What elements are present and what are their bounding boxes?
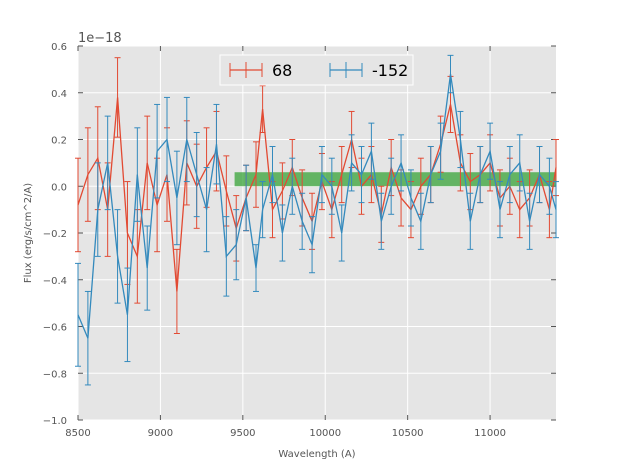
y-tick-label: −0.6 [43,323,67,334]
y-tick-label: −0.2 [43,229,67,240]
grid-lines [77,45,556,421]
y-axis-label: Flux (erg/s/cm^2/A) [23,183,34,283]
legend-label: -152 [372,61,408,80]
series-line [77,97,557,292]
legend: 68 -152 [219,54,414,86]
series-1 [75,54,559,386]
y-tick-label: −0.4 [43,276,67,287]
x-tick-label: 10500 [392,428,424,439]
x-tick-label: 8500 [65,428,90,439]
axis-ticks: 8500 9000 9500 10000 10500 11000 −1.0 −0.8 −0.6 −… [43,42,556,439]
x-axis-label: Wavelength (A) [278,449,355,460]
y-tick-label: 0.0 [51,182,67,193]
legend-label: 68 [272,61,292,80]
series-line [77,74,557,339]
y-offset-text: 1e−18 [78,31,122,46]
x-tick-label: 9500 [230,428,255,439]
y-tick-label: −1.0 [43,416,67,427]
y-tick-label: 0.6 [51,42,67,53]
y-tick-label: −0.8 [43,369,67,380]
x-tick-label: 10000 [309,428,341,439]
x-tick-label: 11000 [474,428,506,439]
y-tick-label: 0.2 [51,136,67,147]
x-tick-label: 9000 [148,428,173,439]
series-layer [75,54,559,386]
y-tick-label: 0.4 [51,89,67,100]
